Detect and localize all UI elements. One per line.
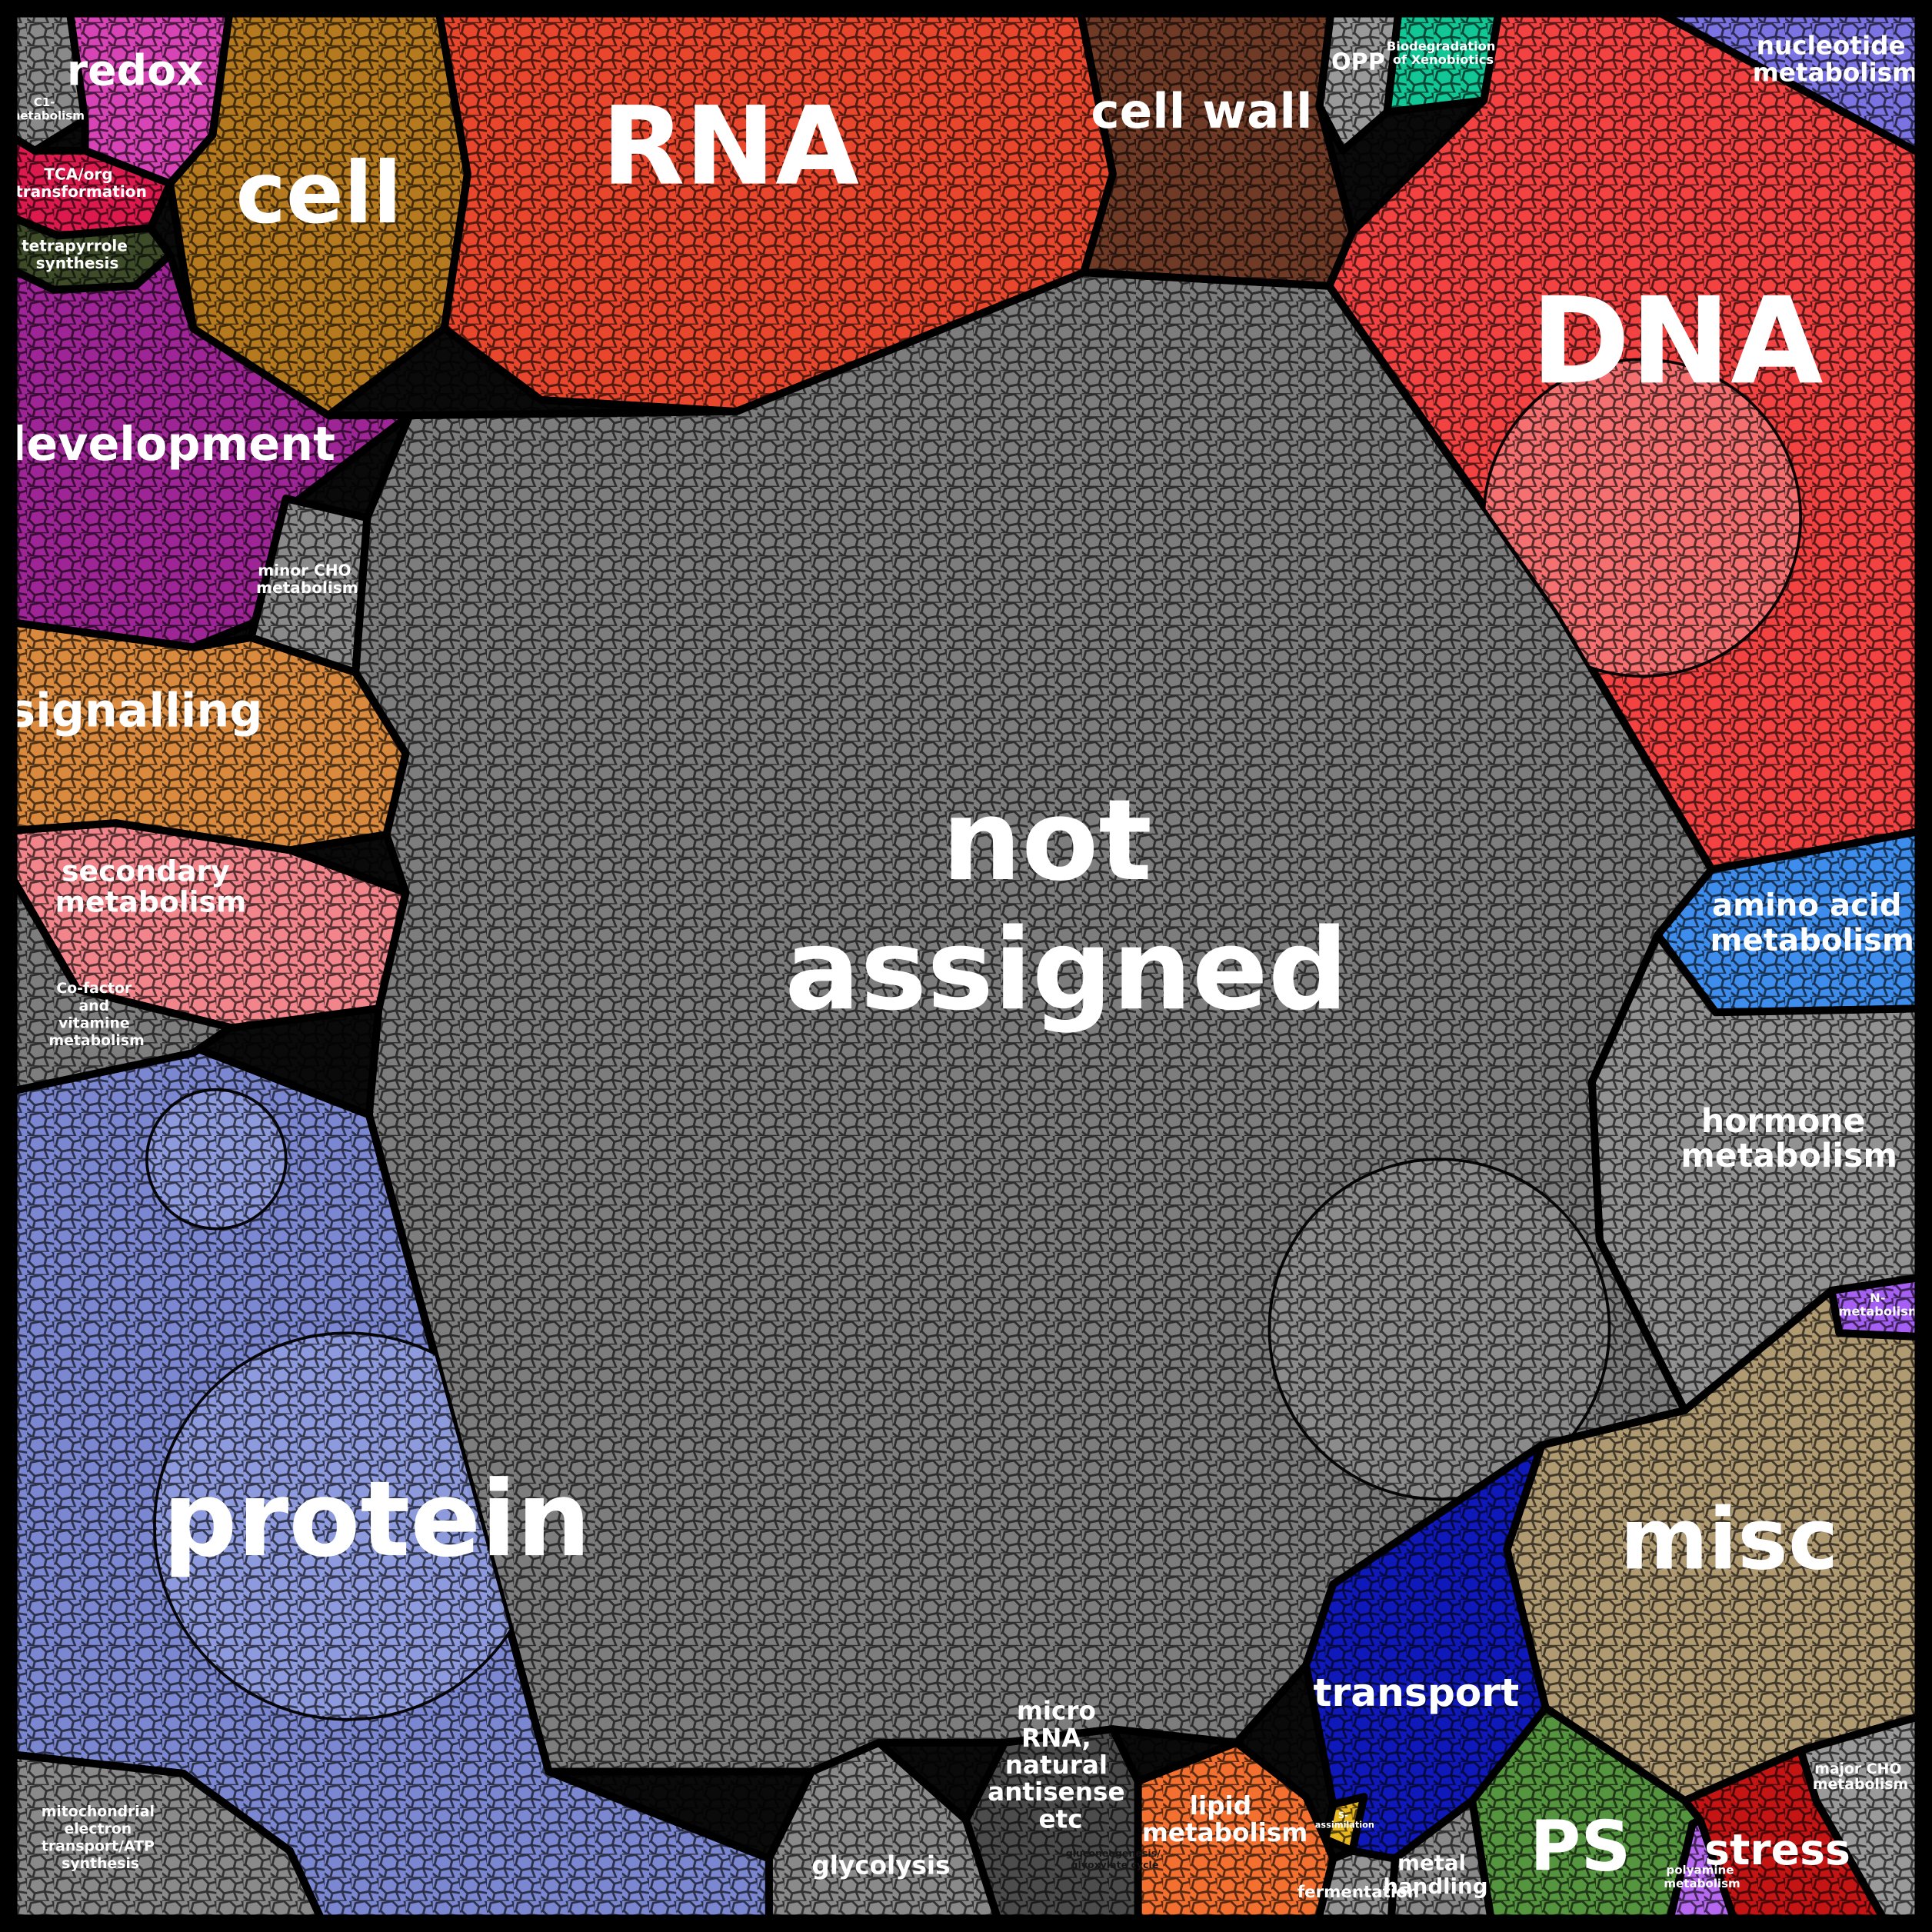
label-mitochondrial-electron-transport: mitochondrial electron transport/ATP syn… xyxy=(42,1804,160,1872)
label-tca-org-transformation: TCA/org transformation xyxy=(15,165,147,202)
label-amino-acid-metabolism: amino acid metabolism xyxy=(1710,888,1914,958)
label-biodegradation-of-xenobiotics: Biodegradation of Xenobiotics xyxy=(1387,38,1500,67)
label-not-assigned: not assigned xyxy=(784,776,1348,1035)
label-dna: DNA xyxy=(1531,271,1823,411)
label-secondary-metabolism: secondary metabolism xyxy=(55,854,247,918)
label-major-cho-metabolism: major CHO metabolism xyxy=(1813,1761,1908,1793)
label-polyamine-metabolism: polyamine metabolism xyxy=(1664,1864,1740,1891)
label-n-metabolism: N- metabolism xyxy=(1838,1291,1921,1319)
label-gluconeogenesis-glyoxylate: gluconeogenesis/ glyoxylate cycle xyxy=(1066,1847,1164,1870)
label-opp: OPP xyxy=(1331,48,1385,75)
label-lipid-metabolism: lipid metabolism xyxy=(1142,1791,1307,1847)
label-metal-handling: metal handling xyxy=(1383,1850,1487,1899)
label-cell-wall: cell wall xyxy=(1091,83,1312,139)
label-development: development xyxy=(0,418,335,471)
label-cofactor-vitamine-metabolism: Co-factor and vitamine metabolism xyxy=(48,981,144,1049)
label-transport: transport xyxy=(1313,1670,1519,1715)
label-hormone-metabolism: hormone metabolism xyxy=(1681,1102,1897,1175)
label-misc: misc xyxy=(1620,1491,1838,1590)
label-nucleotide-metabolism: nucleotide metabolism xyxy=(1753,31,1918,87)
label-minor-cho-metabolism: minor CHO metabolism xyxy=(256,561,358,598)
label-stress: stress xyxy=(1704,1826,1850,1875)
label-glycolysis: glycolysis xyxy=(811,1851,950,1880)
label-tetrapyrrole-synthesis: tetrapyrrole synthesis xyxy=(22,237,133,273)
label-c1-metabolism: C1- metabolism xyxy=(8,95,85,123)
label-fermentation: fermentation xyxy=(1297,1883,1419,1902)
label-rna: RNA xyxy=(601,84,859,210)
label-s-assimilation: S- assimilation xyxy=(1315,1810,1374,1830)
label-signalling: signalling xyxy=(8,685,262,738)
label-protein: protein xyxy=(162,1458,591,1580)
label-cell: cell xyxy=(235,144,401,243)
label-micro-rna: micro RNA, natural antisense etc xyxy=(988,1697,1134,1834)
label-ps: PS xyxy=(1530,1807,1631,1887)
label-redox: redox xyxy=(67,47,204,96)
